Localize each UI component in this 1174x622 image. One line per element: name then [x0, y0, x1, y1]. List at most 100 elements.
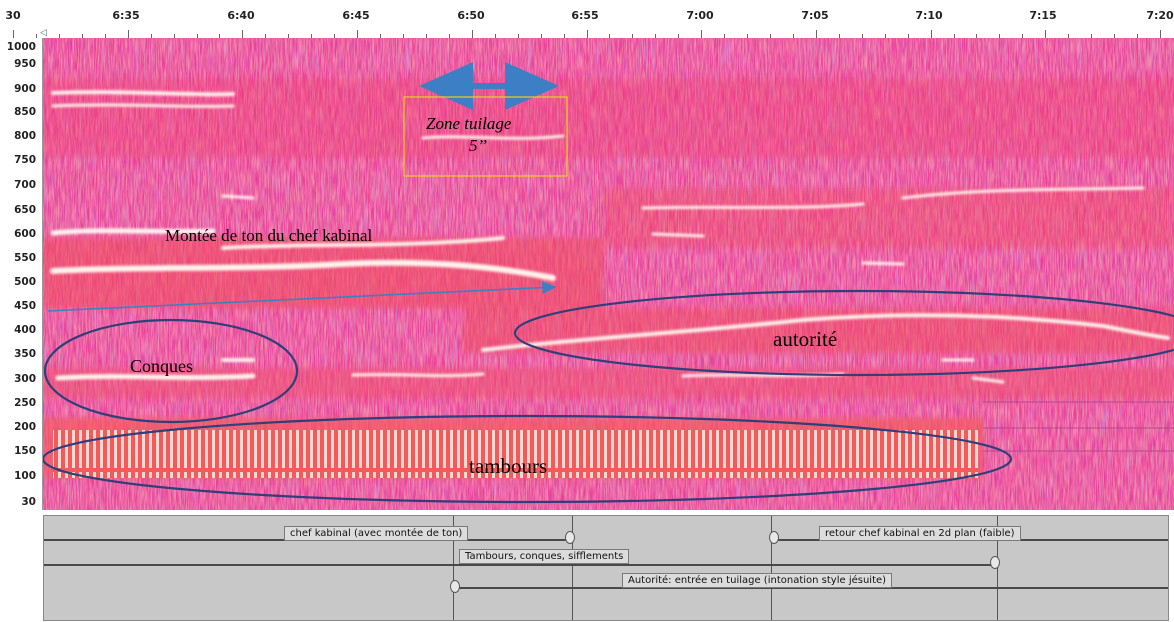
ruler-tick: [1160, 30, 1161, 38]
ruler-tick: [449, 34, 450, 38]
ruler-tick: [862, 34, 863, 38]
frequency-label: 250: [14, 397, 36, 409]
ruler-tick: [13, 30, 14, 38]
ruler-tick: [541, 34, 542, 38]
time-tick-label: 6:45: [342, 9, 370, 22]
label-tambours[interactable]: Tambours, conques, sifflements: [459, 549, 630, 564]
label-chef-kabinal[interactable]: chef kabinal (avec montée de ton): [284, 526, 469, 541]
frequency-label: 450: [14, 300, 36, 312]
ruler-tick: [426, 34, 427, 38]
frequency-label: 200: [14, 421, 36, 433]
label-handle-icon[interactable]: [769, 531, 779, 544]
harmonic-traces: [50, 90, 1170, 384]
ruler-tick: [495, 34, 496, 38]
ruler-tick: [1068, 34, 1069, 38]
ruler-tick: [793, 34, 794, 38]
frequency-label: 600: [14, 228, 36, 240]
spectrogram-view[interactable]: [43, 38, 1174, 510]
label-handle-icon[interactable]: [450, 580, 460, 593]
time-tick-label: 6:35: [112, 9, 140, 22]
frequency-label: 30: [21, 496, 36, 508]
time-ruler[interactable]: 30 6:35 6:40 6:45 6:50 6:55 7:00 7:05 7:…: [0, 0, 1174, 39]
label-boundary-line: [572, 516, 573, 620]
time-tick-label: 7:20: [1146, 9, 1174, 22]
ruler-tick: [403, 34, 404, 38]
ruler-tick: [999, 34, 1000, 38]
ruler-tick: [931, 30, 932, 38]
montee-label: Montée de ton du chef kabinal: [165, 226, 373, 245]
label-handle-icon[interactable]: [565, 531, 575, 544]
ruler-tick: [36, 34, 37, 38]
autorite-label: autorité: [773, 327, 838, 351]
autorite-ellipse: [514, 289, 1174, 377]
ruler-tick: [242, 30, 243, 38]
ruler-tick: [839, 34, 840, 38]
tambours-ellipse: [43, 414, 1012, 504]
ruler-tick: [1091, 34, 1092, 38]
ruler-tick: [288, 34, 289, 38]
ruler-tick: [954, 34, 955, 38]
label-boundary-line: [771, 516, 772, 620]
ruler-tick: [128, 30, 129, 38]
zone-tuilage-label: Zone tuilage: [426, 114, 512, 133]
frequency-label: 750: [14, 154, 36, 166]
ruler-tick: [816, 30, 817, 38]
ruler-tick: [380, 34, 381, 38]
ruler-tick: [587, 30, 588, 38]
ruler-tick: [59, 34, 60, 38]
frequency-label: 550: [14, 252, 36, 264]
ruler-tick: [311, 34, 312, 38]
label-span-line: [44, 564, 992, 566]
ruler-tick: [747, 34, 748, 38]
ruler-tick: [174, 34, 175, 38]
label-span-line: [456, 587, 1168, 589]
frequency-label: 850: [14, 106, 36, 118]
tambours-label: tambours: [469, 454, 548, 478]
ruler-tick: [564, 34, 565, 38]
ruler-tick: [1114, 34, 1115, 38]
ruler-tick: [472, 30, 473, 38]
label-track[interactable]: chef kabinal (avec montée de ton) retour…: [43, 515, 1169, 621]
frequency-label: 700: [14, 179, 36, 191]
ruler-tick: [976, 34, 977, 38]
ruler-tick: [197, 34, 198, 38]
label-handle-icon[interactable]: [990, 556, 1000, 569]
pitch-rise-arrow: [47, 281, 557, 312]
ruler-tick: [632, 34, 633, 38]
ruler-tick: [885, 34, 886, 38]
frequency-label: 150: [14, 445, 36, 457]
ruler-tick: [1137, 34, 1138, 38]
conques-label: Conques: [130, 356, 193, 376]
ruler-tick: [265, 34, 266, 38]
ruler-tick: [82, 34, 83, 38]
time-tick-label: 6:50: [457, 9, 485, 22]
ruler-tick: [357, 30, 358, 38]
time-tick-label: 6:40: [227, 9, 255, 22]
label-boundary-line: [453, 516, 454, 620]
ruler-tick: [609, 34, 610, 38]
time-tick-label: 7:15: [1029, 9, 1057, 22]
ruler-tick: [655, 34, 656, 38]
frequency-label: 100: [14, 470, 36, 482]
ruler-tick: [219, 34, 220, 38]
frequency-label: 400: [14, 324, 36, 336]
time-tick-label: 7:00: [686, 9, 714, 22]
time-tick-label: 7:05: [801, 9, 829, 22]
playhead-marker-icon[interactable]: ◁: [40, 28, 47, 38]
ruler-tick: [1045, 30, 1046, 38]
frequency-label: 500: [14, 276, 36, 288]
label-retour-chef-kabinal[interactable]: retour chef kabinal en 2d plan (faible): [819, 526, 1021, 541]
frequency-label: 900: [14, 83, 36, 95]
ruler-tick: [908, 34, 909, 38]
ruler-tick: [151, 34, 152, 38]
ruler-tick: [701, 30, 702, 38]
label-autorite[interactable]: Autorité: entrée en tuilage (intonation …: [622, 573, 893, 588]
frequency-axis: 1000 950 900 850 800 750 700 650 600 550…: [0, 38, 43, 510]
time-tick-label: 30: [5, 9, 21, 22]
zone-tuilage-box: [403, 96, 568, 177]
ruler-tick: [1022, 34, 1023, 38]
frequency-label: 350: [14, 348, 36, 360]
drum-pulse-band: [53, 430, 978, 478]
ruler-tick: [334, 34, 335, 38]
frequency-label: 650: [14, 204, 36, 216]
